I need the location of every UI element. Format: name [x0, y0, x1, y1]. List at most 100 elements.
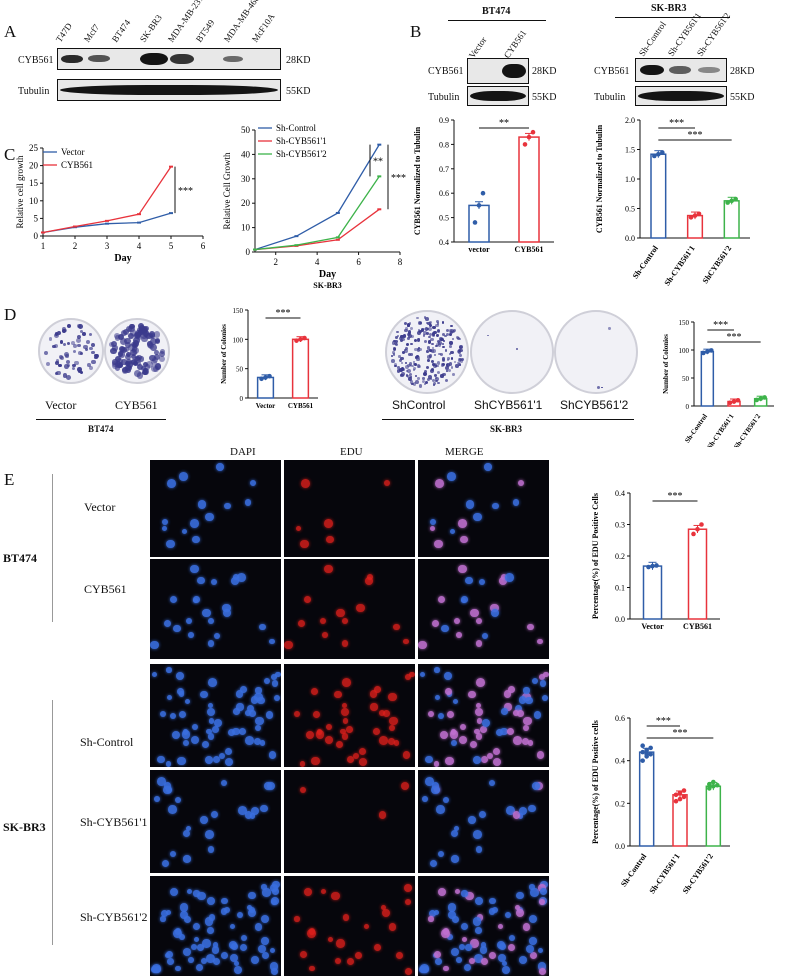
nucleus [523, 717, 532, 726]
significance-label: ** [373, 157, 383, 168]
nucleus [517, 709, 524, 717]
significance-label: *** [276, 308, 291, 319]
colony [413, 361, 416, 364]
blot-b-skbr3-title: SK-BR3 [651, 3, 687, 14]
nucleus [465, 944, 472, 951]
nucleus [359, 748, 367, 756]
nucleus [166, 539, 175, 548]
colony [424, 326, 429, 331]
nucleus [451, 855, 459, 863]
nucleus [502, 965, 511, 975]
blot-b-skbr3-size-55kd: 55KD [730, 92, 755, 103]
nucleus [473, 953, 483, 963]
y-tick-label: 0.0 [625, 234, 635, 243]
nucleus [221, 779, 228, 787]
legend-label: Sh-Control [276, 123, 317, 133]
colony [437, 343, 442, 348]
nucleus [448, 910, 457, 919]
nucleus [246, 904, 253, 911]
nucleus [474, 707, 483, 716]
colony-dish-cyb561 [104, 318, 170, 384]
colony [450, 357, 454, 360]
y-axis-label: Number of Colonies [220, 324, 228, 384]
nucleus [515, 908, 524, 918]
colony [392, 353, 396, 356]
nucleus [437, 713, 444, 720]
colony [124, 337, 132, 345]
nucleus [208, 702, 214, 708]
nucleus [402, 751, 411, 759]
colony [71, 341, 76, 345]
colony [405, 374, 409, 378]
nucleus [387, 737, 395, 745]
nucleus [456, 957, 463, 963]
blot-b-skbr3-cyb561-strip [635, 58, 727, 82]
e-row-sh-control: Sh-Control [80, 735, 134, 749]
y-axis-label: Relative cell growth [15, 155, 25, 228]
y-tick-label: 0.2 [615, 552, 625, 561]
nucleus [504, 703, 512, 711]
colony [412, 368, 416, 371]
nucleus [517, 813, 523, 819]
colony [95, 354, 100, 359]
colony [402, 351, 405, 354]
nucleus [193, 936, 199, 942]
chart-title: SK-BR3 [313, 281, 341, 290]
colony [432, 381, 436, 385]
nucleus [452, 698, 459, 705]
colony [442, 372, 446, 377]
e-col-merge: MERGE [445, 446, 484, 458]
nucleus [197, 576, 205, 585]
colony [445, 363, 449, 367]
nucleus [190, 518, 199, 528]
colony [85, 339, 91, 345]
significance-label: *** [669, 118, 684, 129]
nucleus [450, 830, 458, 838]
colony [411, 382, 414, 385]
nucleus [341, 617, 348, 624]
nucleus [260, 914, 270, 924]
nucleus [461, 890, 468, 897]
nucleus [255, 717, 264, 726]
data-point [644, 751, 649, 757]
colony [422, 371, 427, 376]
nucleus [174, 796, 181, 803]
x-axis-label: Day [114, 253, 131, 264]
colony [459, 354, 462, 357]
legend-label: CYB561 [61, 160, 93, 170]
x-tick-label: CYB561 [288, 402, 314, 410]
nucleus [539, 888, 547, 895]
colony [67, 323, 71, 328]
nucleus [383, 479, 390, 486]
colony [400, 361, 404, 365]
y-axis-label: CYB561 Normalized to Tubulin [595, 124, 604, 233]
colony [74, 360, 79, 366]
nucleus [461, 936, 467, 942]
nucleus [512, 499, 520, 506]
nucleus [513, 710, 519, 716]
nucleus [262, 888, 271, 897]
nucleus [527, 623, 534, 631]
micro-merge-row-1 [418, 559, 549, 659]
blot-a-size-28kd: 28KD [286, 55, 311, 66]
nucleus [502, 960, 508, 966]
nucleus [460, 723, 467, 730]
colony [125, 364, 131, 371]
nucleus [179, 472, 188, 481]
nucleus [451, 740, 458, 747]
nucleus [429, 859, 438, 868]
colony [414, 356, 418, 359]
colony [126, 351, 132, 357]
nucleus [358, 757, 368, 767]
micro-edu-row-3 [284, 770, 415, 873]
data-point [729, 198, 734, 204]
blot-a-cyb561-strip [57, 48, 281, 70]
nucleus [196, 891, 206, 901]
nucleus [253, 737, 261, 745]
colony [422, 334, 426, 337]
nucleus [429, 525, 436, 532]
colony [448, 332, 452, 337]
nucleus [177, 757, 186, 766]
nucleus [192, 535, 200, 543]
nucleus [463, 963, 472, 972]
